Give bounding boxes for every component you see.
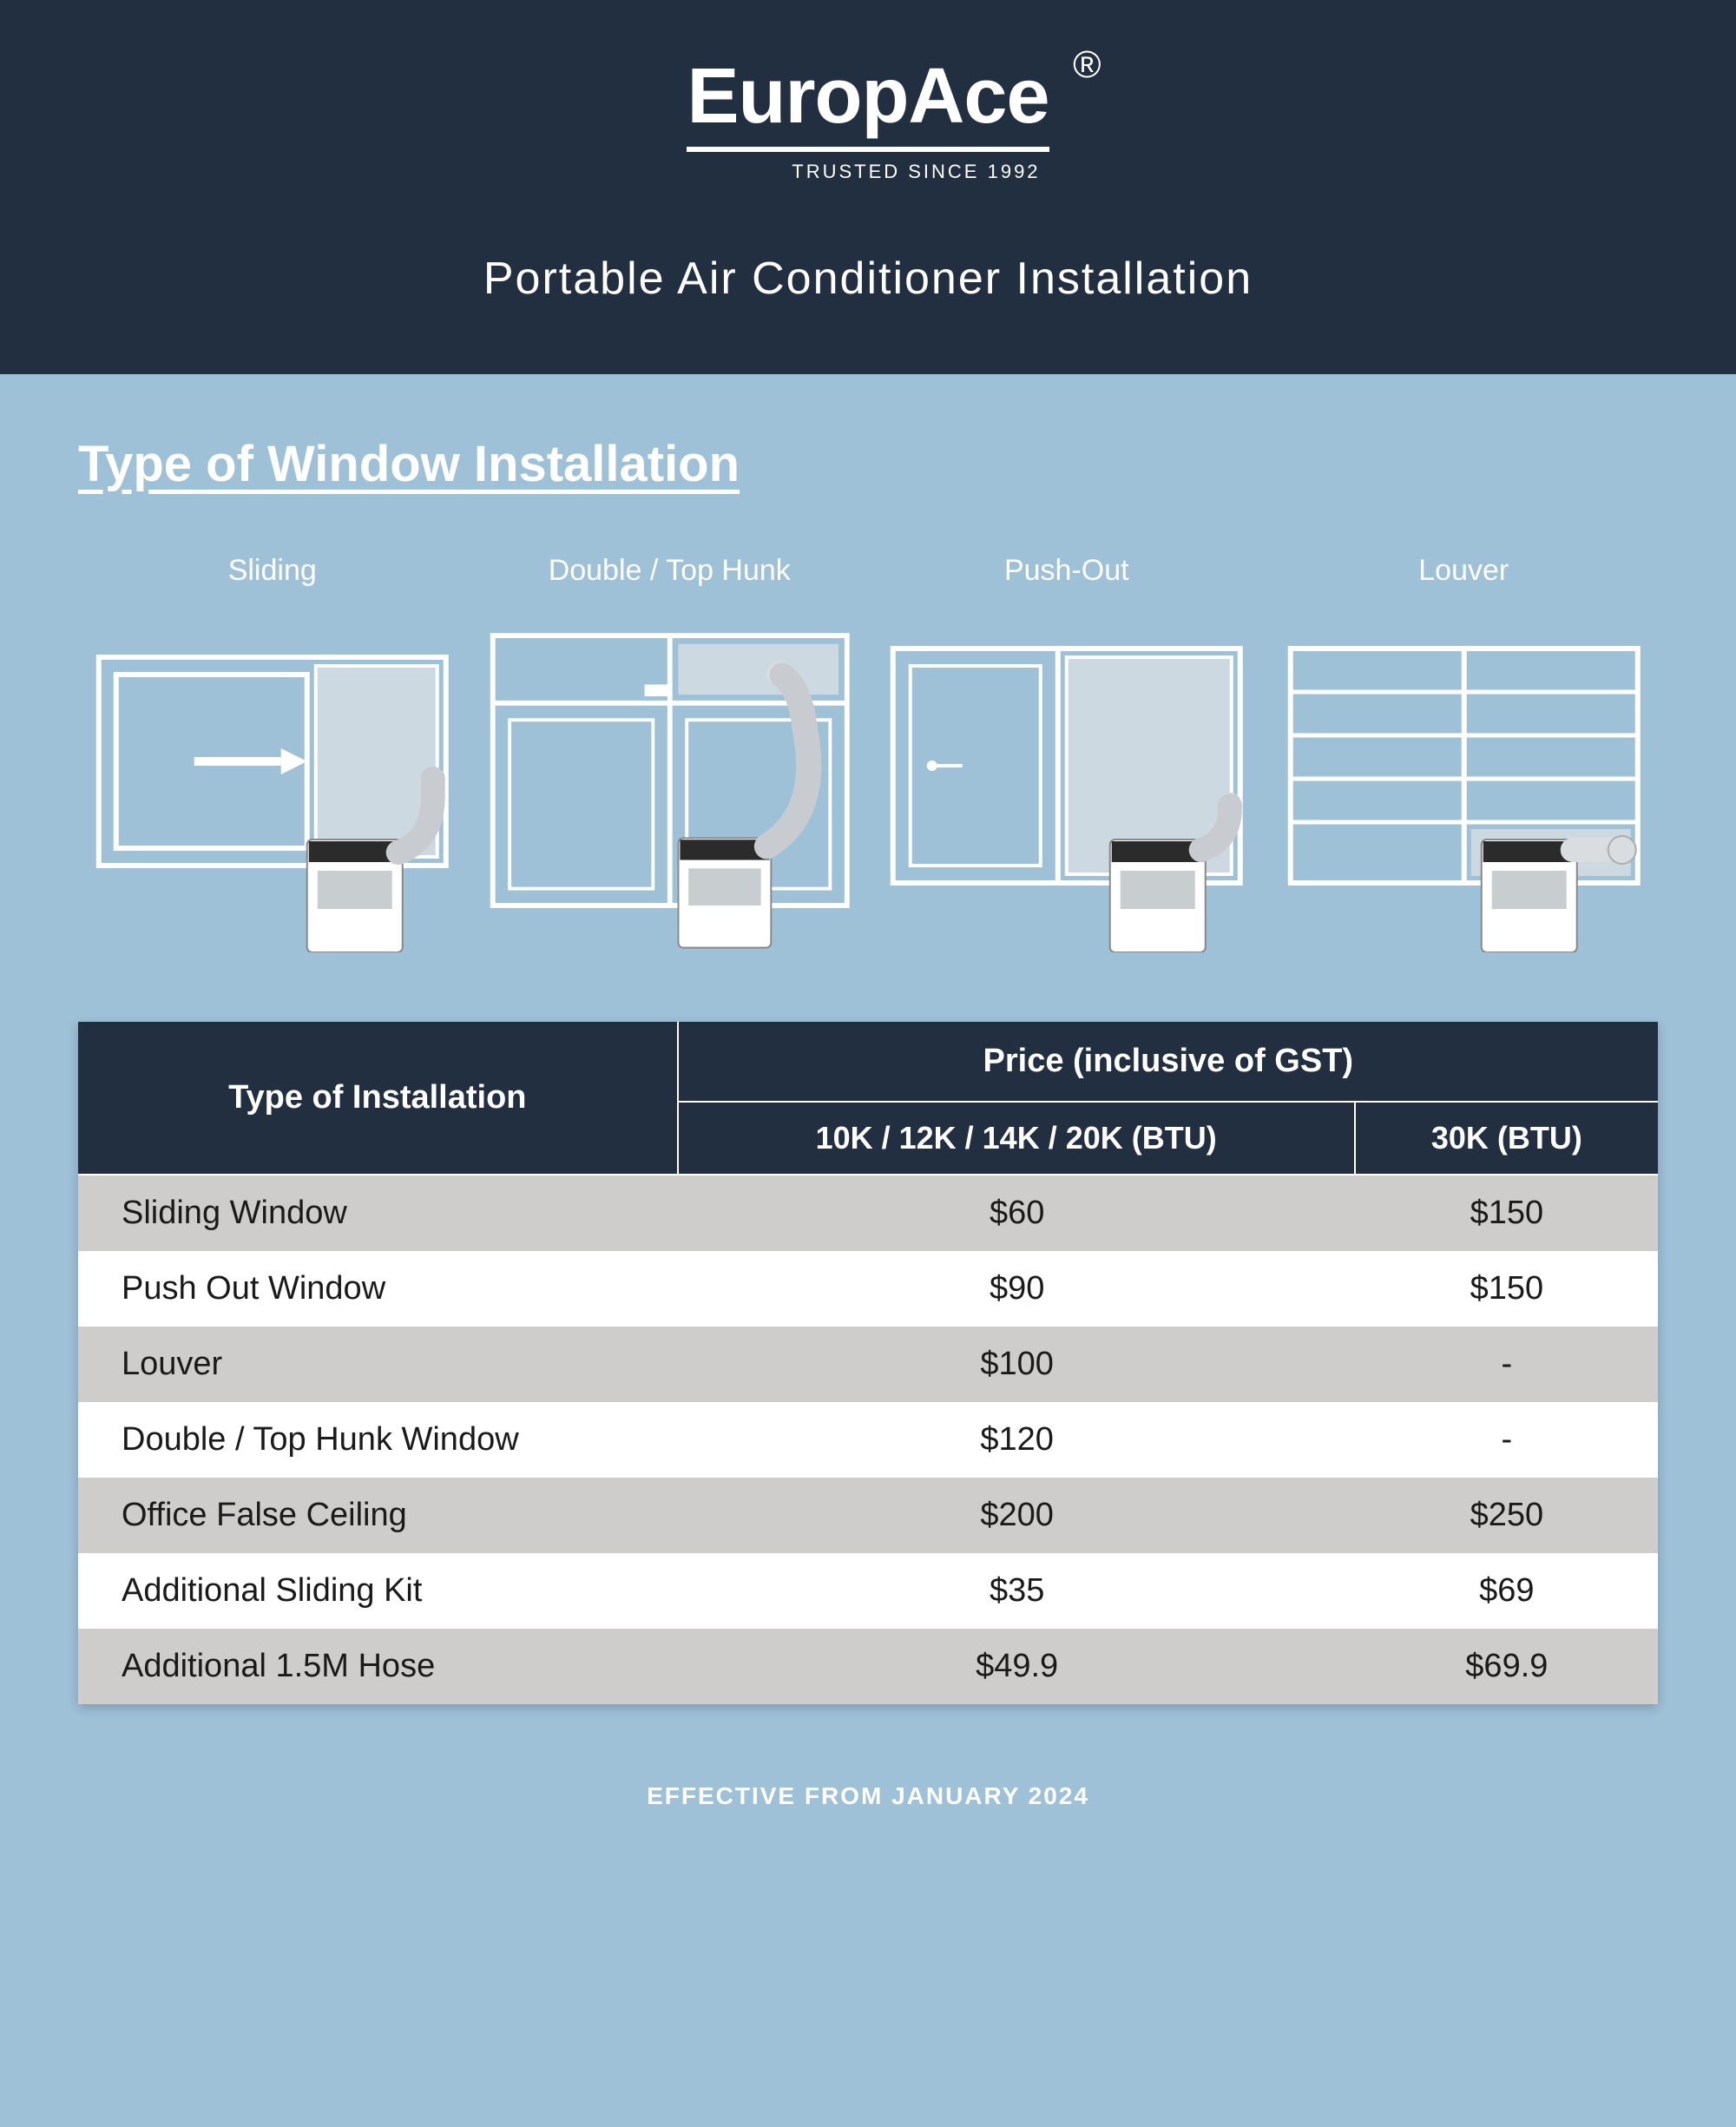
cell-price-a: $35 (679, 1553, 1356, 1629)
content: Type of Window Installation Sliding (0, 374, 1736, 1739)
window-types-row: Sliding Double (78, 554, 1658, 952)
cell-price-a: $200 (679, 1478, 1356, 1553)
cell-price-a: $60 (679, 1175, 1356, 1251)
table-row: Sliding Window$60$150 (78, 1175, 1658, 1251)
cell-price-a: $100 (679, 1327, 1356, 1402)
page-subtitle: Portable Air Conditioner Installation (0, 253, 1736, 305)
type-double-top-hunk: Double / Top Hunk (484, 554, 856, 952)
cell-price-b: $150 (1356, 1251, 1658, 1327)
cell-name: Additional 1.5M Hose (78, 1629, 679, 1704)
table-row: Double / Top Hunk Window$120- (78, 1402, 1658, 1478)
pushout-diagram-icon (881, 622, 1253, 952)
th-price: Price (inclusive of GST) (679, 1022, 1658, 1103)
pricing-table: Type of Installation Price (inclusive of… (78, 1022, 1658, 1704)
th-type: Type of Installation (78, 1022, 679, 1175)
louver-diagram-icon (1279, 622, 1650, 952)
table-row: Push Out Window$90$150 (78, 1251, 1658, 1327)
cell-name: Additional Sliding Kit (78, 1553, 679, 1629)
double-diagram-icon (484, 622, 856, 952)
cell-price-a: $120 (679, 1402, 1356, 1478)
table-row: Office False Ceiling$200$250 (78, 1478, 1658, 1553)
type-label: Louver (1279, 554, 1650, 588)
type-label: Double / Top Hunk (484, 554, 856, 588)
cell-name: Push Out Window (78, 1251, 679, 1327)
cell-name: Louver (78, 1327, 679, 1402)
sliding-diagram-icon (87, 622, 458, 952)
cell-price-b: $150 (1356, 1175, 1658, 1251)
th-col-a: 10K / 12K / 14K / 20K (BTU) (679, 1103, 1356, 1175)
table-row: Additional 1.5M Hose$49.9$69.9 (78, 1629, 1658, 1704)
header: EuropAce ® TRUSTED SINCE 1992 Portable A… (0, 0, 1736, 374)
brand-block: EuropAce ® TRUSTED SINCE 1992 (687, 52, 1049, 183)
brand-name: EuropAce (687, 52, 1049, 152)
type-label: Push-Out (881, 554, 1253, 588)
registered-mark: ® (1073, 43, 1101, 87)
cell-name: Office False Ceiling (78, 1478, 679, 1553)
cell-price-b: - (1356, 1402, 1658, 1478)
table-row: Additional Sliding Kit$35$69 (78, 1553, 1658, 1629)
table-row: Louver$100- (78, 1327, 1658, 1402)
cell-price-a: $49.9 (679, 1629, 1356, 1704)
cell-name: Sliding Window (78, 1175, 679, 1251)
type-sliding: Sliding (87, 554, 458, 952)
cell-price-a: $90 (679, 1251, 1356, 1327)
cell-price-b: $69.9 (1356, 1629, 1658, 1704)
cell-price-b: $250 (1356, 1478, 1658, 1553)
type-push-out: Push-Out (881, 554, 1253, 952)
type-louver: Louver (1279, 554, 1650, 952)
cell-price-b: $69 (1356, 1553, 1658, 1629)
section-title: Type of Window Installation (78, 435, 1658, 493)
th-col-b: 30K (BTU) (1356, 1103, 1658, 1175)
footer-note: EFFECTIVE FROM JANUARY 2024 (0, 1739, 1736, 1880)
brand-tagline: TRUSTED SINCE 1992 (687, 161, 1049, 183)
type-label: Sliding (87, 554, 458, 588)
cell-name: Double / Top Hunk Window (78, 1402, 679, 1478)
cell-price-b: - (1356, 1327, 1658, 1402)
